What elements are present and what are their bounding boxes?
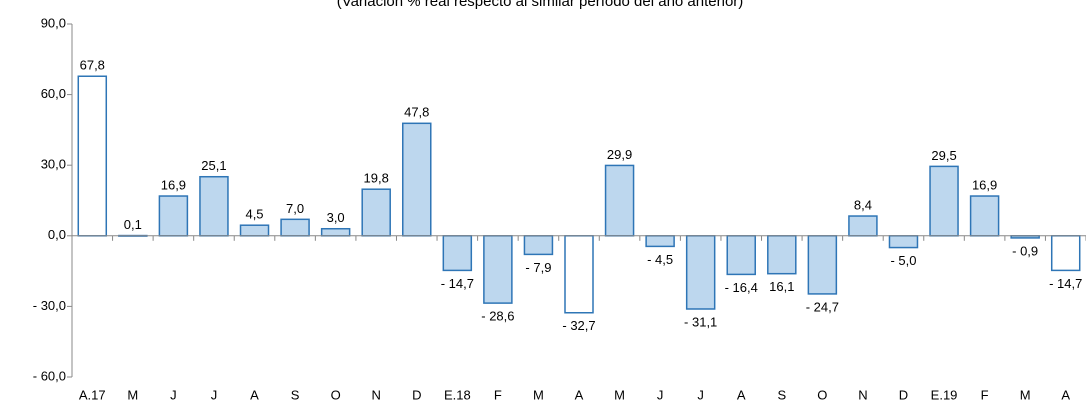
value-label: 8,4 xyxy=(854,197,872,212)
x-tick-label: A xyxy=(250,387,259,402)
bar xyxy=(848,215,878,237)
bar xyxy=(239,224,270,237)
value-label: 4,5 xyxy=(245,207,263,222)
bar xyxy=(320,227,351,237)
value-label: - 4,5 xyxy=(647,252,673,267)
y-tick-label: 30,0 xyxy=(41,157,66,172)
bar xyxy=(361,188,391,237)
x-tick-label: J xyxy=(697,387,704,402)
x-tick-label: A xyxy=(1061,387,1070,402)
bar xyxy=(564,235,594,314)
bar xyxy=(929,165,959,237)
y-tick-label: 0,0 xyxy=(48,227,66,242)
value-label: 47,8 xyxy=(404,105,429,120)
value-label: 16,9 xyxy=(972,177,997,192)
x-tick-label: M xyxy=(614,387,625,402)
x-tick-label: M xyxy=(1020,387,1031,402)
value-label: - 7,9 xyxy=(525,260,551,275)
value-label: - 24,7 xyxy=(806,299,839,314)
bar xyxy=(158,195,189,237)
x-tick-label: E.18 xyxy=(444,387,471,402)
bar xyxy=(726,235,756,276)
x-tick-label: E.19 xyxy=(931,387,958,402)
value-label: - 31,1 xyxy=(684,314,717,329)
bar xyxy=(483,235,513,304)
value-label: 16,1 xyxy=(769,279,794,294)
bar xyxy=(199,175,229,237)
bar xyxy=(442,235,473,272)
x-tick-label: M xyxy=(127,387,138,402)
x-tick-label: M xyxy=(533,387,544,402)
value-label: 67,8 xyxy=(80,58,105,73)
y-tick-label: - 60,0 xyxy=(33,368,66,383)
y-tick-label: - 30,0 xyxy=(33,298,66,313)
x-tick-label: O xyxy=(817,387,827,402)
y-tick-label: 90,0 xyxy=(41,15,66,30)
bar xyxy=(685,235,716,310)
value-label: - 0,9 xyxy=(1012,243,1038,258)
x-tick-label: J xyxy=(657,387,664,402)
y-tick-label: 60,0 xyxy=(41,86,66,101)
chart-title: (Variación % real respecto al similar pe… xyxy=(337,0,744,10)
x-tick-label: D xyxy=(412,387,421,402)
value-label: - 16,4 xyxy=(725,280,758,295)
value-label: 7,0 xyxy=(286,201,304,216)
value-label: 29,5 xyxy=(931,148,956,163)
x-tick-label: A xyxy=(575,387,584,402)
bar xyxy=(523,235,554,256)
value-label: 0,1 xyxy=(124,217,142,232)
x-tick-label: A.17 xyxy=(79,387,106,402)
bar xyxy=(77,75,108,237)
bar xyxy=(604,164,635,237)
value-label: - 14,7 xyxy=(441,276,474,291)
value-label: 19,8 xyxy=(364,171,389,186)
value-label: - 14,7 xyxy=(1049,276,1082,291)
bar xyxy=(280,218,310,237)
bar xyxy=(807,235,838,295)
bar xyxy=(767,235,797,275)
x-tick-label: J xyxy=(170,387,177,402)
value-label: 16,9 xyxy=(161,177,186,192)
bar xyxy=(402,122,432,237)
value-label: 25,1 xyxy=(201,158,226,173)
x-tick-label: N xyxy=(372,387,381,402)
x-tick-label: S xyxy=(777,387,786,402)
bar xyxy=(1050,235,1081,272)
x-tick-label: O xyxy=(331,387,341,402)
x-tick-label: D xyxy=(899,387,908,402)
x-tick-label: F xyxy=(494,387,502,402)
bar xyxy=(645,235,675,248)
x-tick-label: J xyxy=(211,387,218,402)
bar xyxy=(888,235,919,249)
x-tick-label: S xyxy=(291,387,300,402)
bar xyxy=(969,195,1000,237)
x-tick-label: F xyxy=(981,387,989,402)
x-tick-label: N xyxy=(858,387,867,402)
value-label: 3,0 xyxy=(327,210,345,225)
value-label: - 5,0 xyxy=(890,253,916,268)
value-label: - 32,7 xyxy=(562,318,595,333)
value-label: 29,9 xyxy=(607,147,632,162)
value-label: - 28,6 xyxy=(481,309,514,324)
x-tick-label: A xyxy=(737,387,746,402)
